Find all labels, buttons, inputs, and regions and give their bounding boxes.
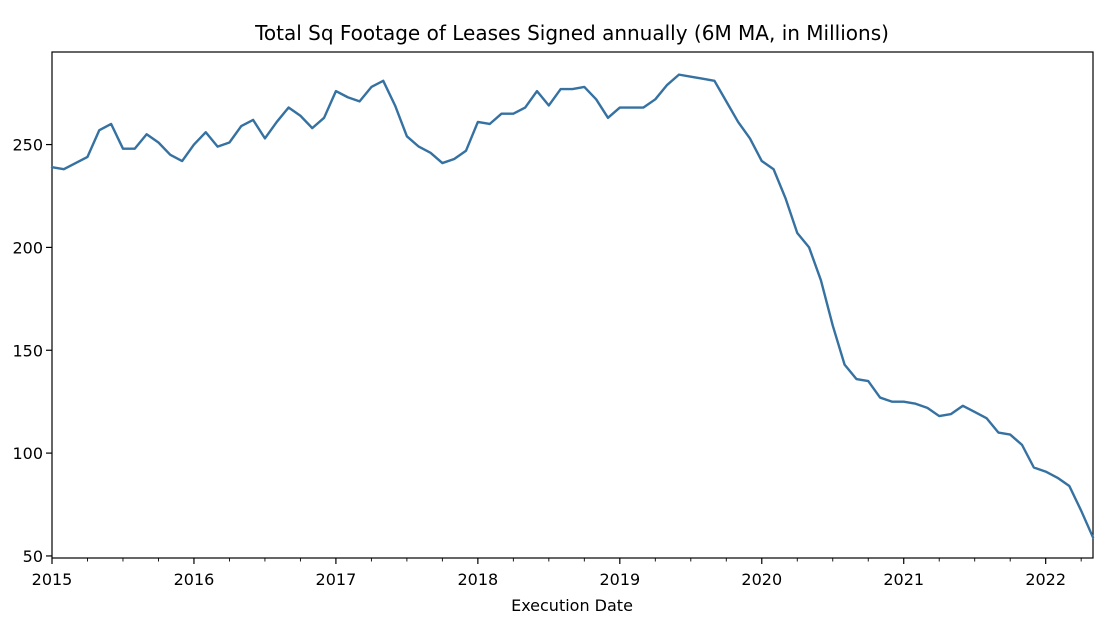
y-tick-label: 50: [23, 547, 43, 566]
x-tick-label: 2018: [458, 570, 499, 589]
x-axis: 2015 2016 2017 2018 2019 2020 2021 2022: [32, 558, 1082, 589]
axes-frame: [51, 51, 1094, 559]
x-tick-label: 2020: [741, 570, 782, 589]
y-tick-label: 100: [12, 444, 43, 463]
x-tick-label: 2021: [883, 570, 924, 589]
x-tick-label: 2015: [32, 570, 73, 589]
x-tick-label: 2016: [174, 570, 215, 589]
plot-area: [51, 51, 1094, 559]
x-tick-label: 2017: [316, 570, 357, 589]
y-tick-label: 150: [12, 341, 43, 360]
chart-title: Total Sq Footage of Leases Signed annual…: [254, 21, 889, 45]
x-tick-label: 2022: [1025, 570, 1066, 589]
series-line: [50, 73, 1095, 539]
x-tick-label: 2019: [599, 570, 640, 589]
x-axis-label: Execution Date: [511, 596, 633, 615]
y-tick-label: 200: [12, 238, 43, 257]
y-axis: 50 100 150 200 250: [12, 136, 52, 566]
y-tick-label: 250: [12, 136, 43, 155]
